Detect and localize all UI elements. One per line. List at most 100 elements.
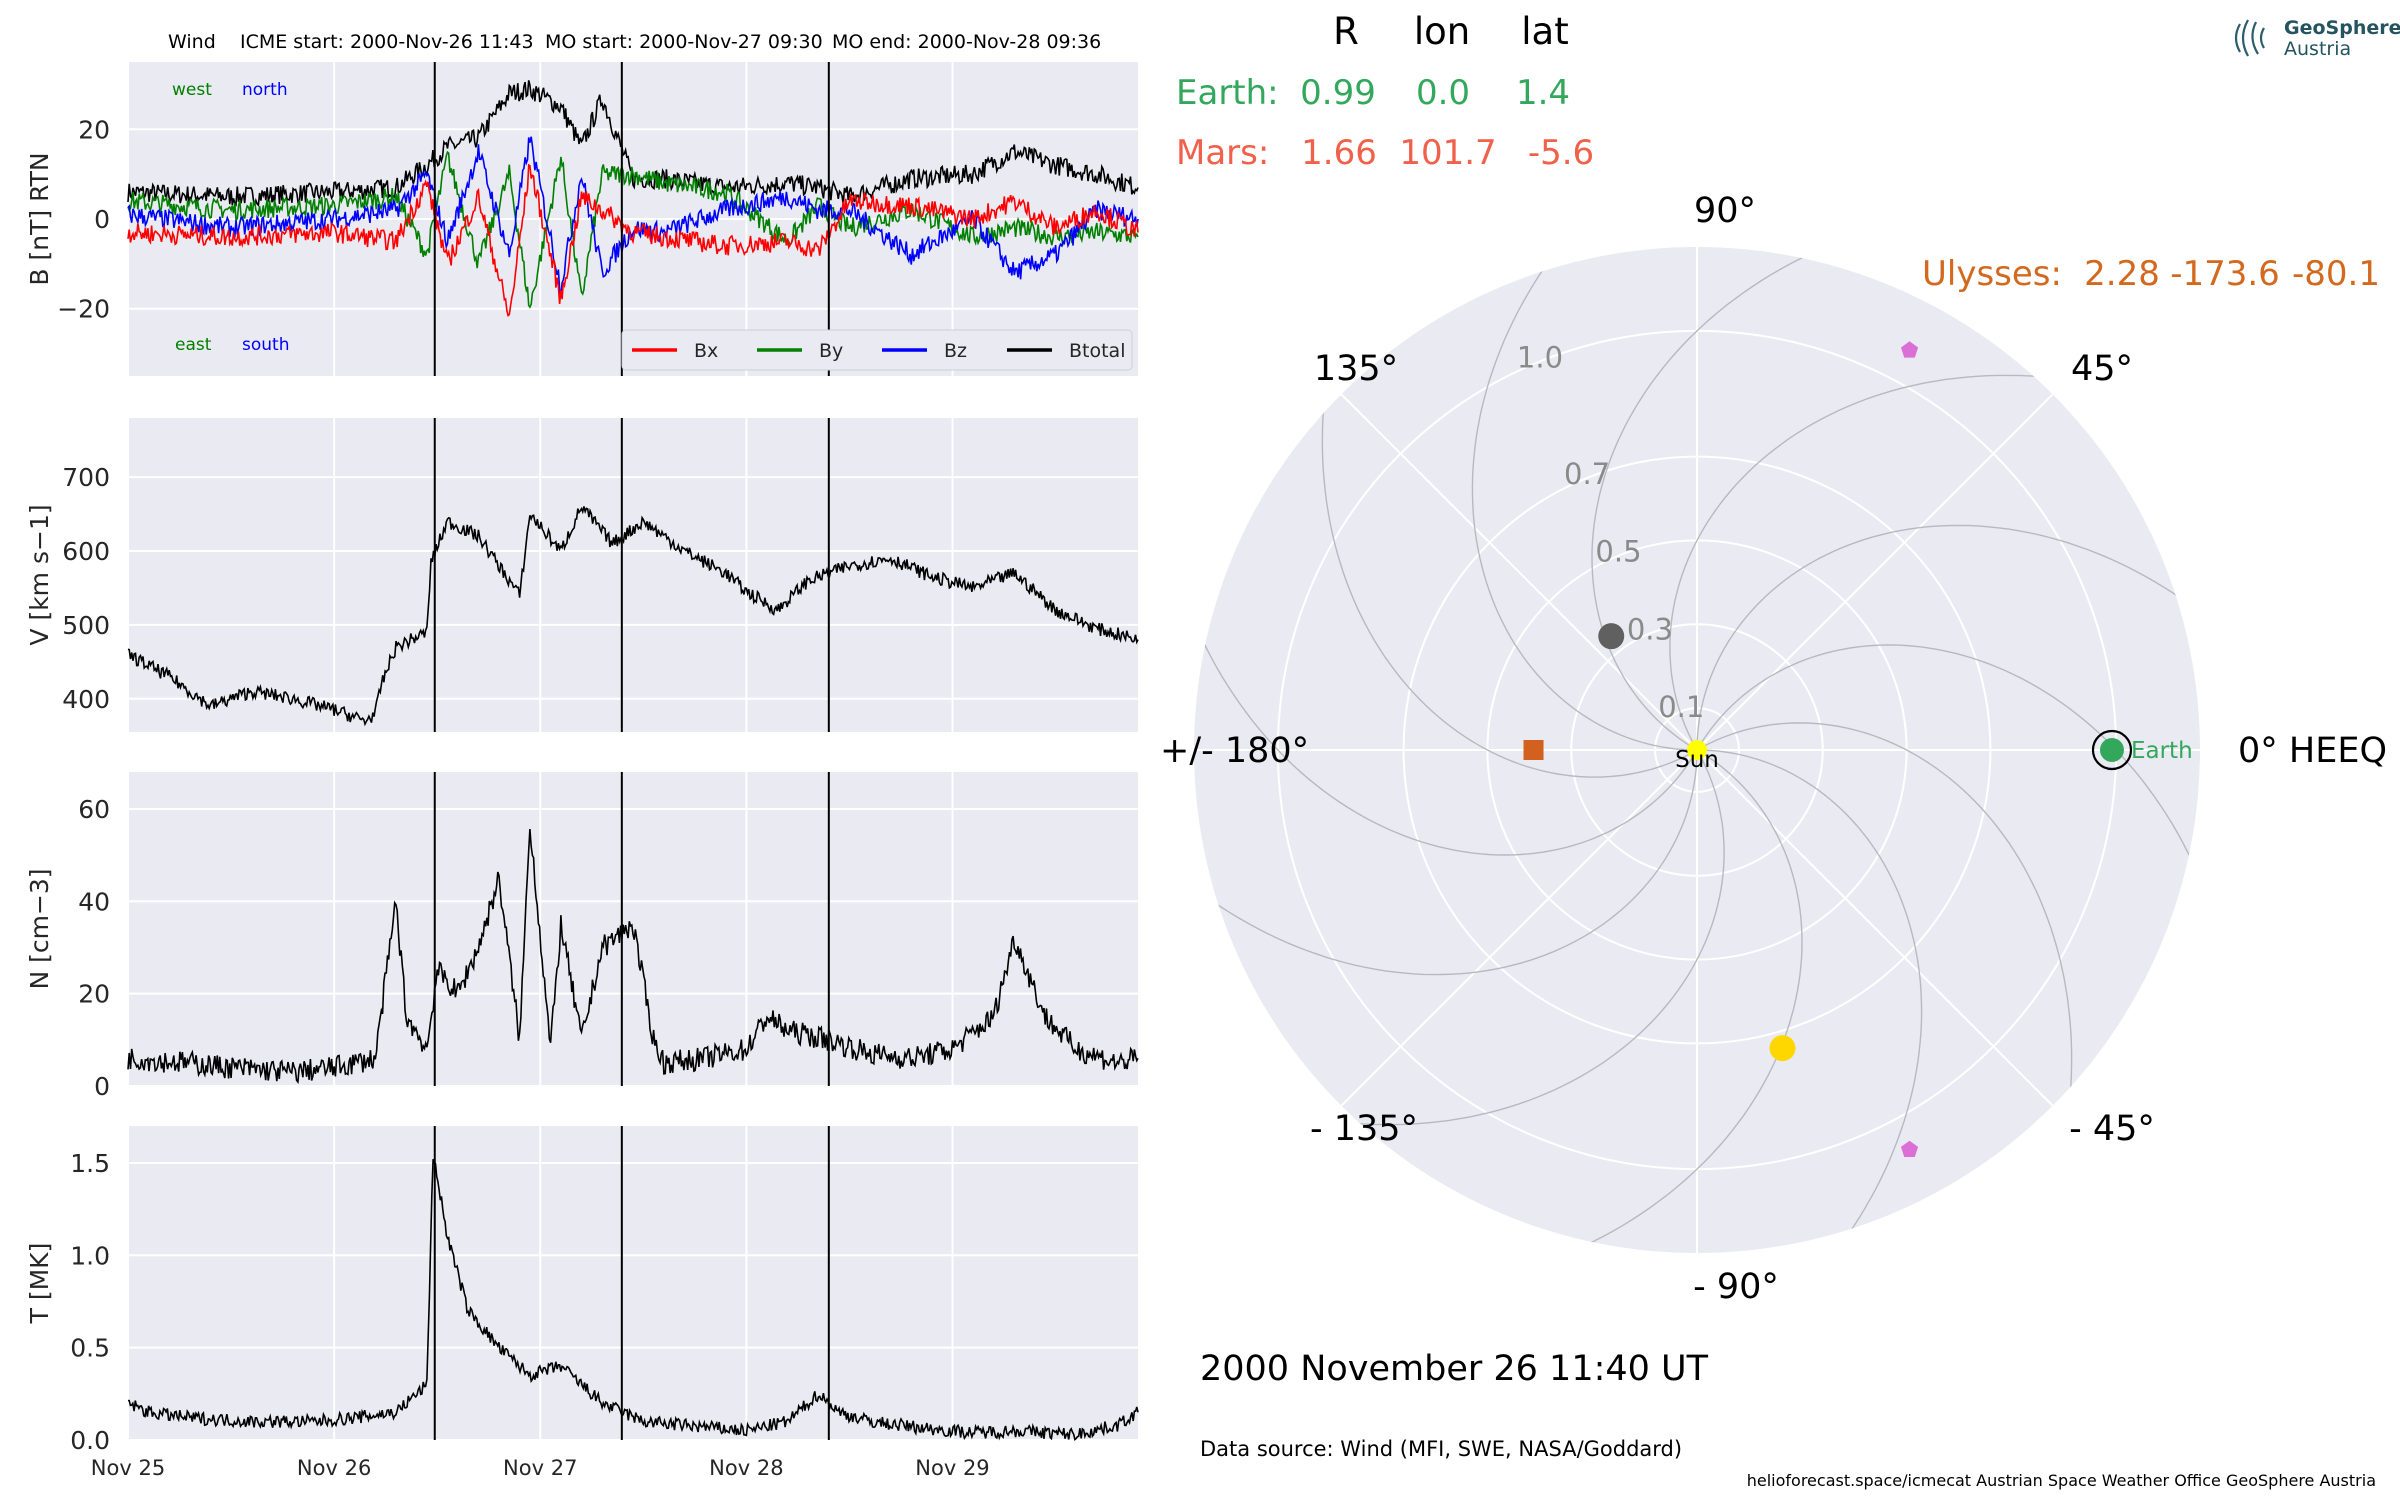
marker-sun xyxy=(1687,740,1707,760)
parker-spiral-line xyxy=(1669,374,2137,751)
y-tick-label: 40 xyxy=(78,887,110,916)
angular-gridline xyxy=(1340,749,1698,1107)
legend-label-by: By xyxy=(819,340,843,362)
y-axis-label: B [nT] RTN xyxy=(25,152,54,285)
parker-spiral-line xyxy=(1471,247,1698,751)
y-axis-label: V [km s−1] xyxy=(25,504,54,645)
ulysses-r: 2.28 xyxy=(2084,254,2160,294)
header-mo-start: MO start: 2000-Nov-27 09:30 xyxy=(545,31,823,53)
data-source-text: Data source: Wind (MFI, SWE, NASA/Goddar… xyxy=(1200,1437,1682,1461)
radial-tick-label: 1.0 xyxy=(1517,340,1563,374)
label-east: east xyxy=(175,335,212,355)
y-tick-label: 1.0 xyxy=(70,1241,110,1270)
logo-line2: Austria xyxy=(2284,38,2351,60)
table-header-lon: lon xyxy=(1414,10,1470,53)
radial-tick-label: 0.3 xyxy=(1627,612,1673,646)
angle-label: - 135° xyxy=(1310,1109,1418,1149)
y-tick-label: 20 xyxy=(78,115,110,144)
angular-gridline xyxy=(1340,393,1698,751)
mars-name: Mars: xyxy=(1176,133,1269,173)
parker-spiral-line xyxy=(1696,749,1923,1253)
radial-tick-label: 0.1 xyxy=(1658,690,1704,724)
angle-label: 45° xyxy=(2071,349,2133,389)
series-line-bx xyxy=(127,163,1139,318)
angle-label: - 45° xyxy=(2069,1109,2155,1149)
angle-label: +/- 180° xyxy=(1160,731,1309,771)
y-tick-label: 500 xyxy=(62,611,110,640)
y-tick-label: 0 xyxy=(94,1072,110,1101)
marker-orange xyxy=(1523,740,1544,760)
angular-gridline xyxy=(1696,749,2054,1107)
marker-earth xyxy=(2099,738,2124,762)
earth-r: 0.99 xyxy=(1300,73,1376,113)
series-line-t xyxy=(127,1158,1139,1441)
angle-label: 0° HEEQ xyxy=(2238,731,2387,771)
marker-yellow xyxy=(1769,1035,1796,1062)
label-sun: Sun xyxy=(1675,747,1719,773)
parker-spiral-line xyxy=(1696,644,2200,953)
ulysses-lon: -173.6 xyxy=(2170,254,2280,294)
earth-lat: 1.4 xyxy=(1516,73,1570,113)
legend-label-bx: Bx xyxy=(694,340,718,362)
series-line-n xyxy=(127,828,1139,1085)
label-north: north xyxy=(242,80,288,100)
series-line-by xyxy=(127,150,1139,309)
panel-background xyxy=(128,1126,1138,1440)
header-icme-start: ICME start: 2000-Nov-26 11:43 xyxy=(240,31,534,53)
ulysses-name: Ulysses: xyxy=(1922,254,2062,294)
x-tick-label: Nov 28 xyxy=(709,1456,783,1480)
parker-spirals xyxy=(1194,247,2200,1253)
parker-spiral-line xyxy=(1194,547,1698,856)
table-header-lat: lat xyxy=(1521,10,1568,53)
ulysses-lat: -80.1 xyxy=(2292,254,2380,294)
legend-label-bz: Bz xyxy=(944,340,967,362)
y-tick-label: 700 xyxy=(62,463,110,492)
panel-background xyxy=(128,418,1138,732)
y-axis-label: T [MK] xyxy=(25,1243,54,1325)
parker-spiral-line xyxy=(1494,749,1803,1253)
y-axis-label: N [cm−3] xyxy=(25,868,54,989)
header-spacecraft: Wind xyxy=(168,31,216,53)
x-tick-label: Nov 25 xyxy=(91,1456,165,1480)
angle-label: 135° xyxy=(1314,349,1398,389)
marker-pink-top xyxy=(1901,341,1919,358)
y-tick-label: 20 xyxy=(78,980,110,1009)
table-header-r: R xyxy=(1333,10,1359,53)
footer-text: helioforecast.space/icmecat Austrian Spa… xyxy=(1747,1471,2376,1490)
legend: Bx By Bz Btotal xyxy=(621,329,1133,371)
y-tick-label: 0 xyxy=(94,205,110,234)
parker-spiral-line xyxy=(1321,310,1698,778)
y-tick-label: 0.0 xyxy=(70,1426,110,1455)
earth-name: Earth: xyxy=(1176,73,1279,113)
parker-spiral-line xyxy=(1696,722,2073,1190)
y-tick-label: −20 xyxy=(57,295,110,324)
legend-box xyxy=(621,329,1133,371)
x-tick-label: Nov 27 xyxy=(503,1456,577,1480)
polar-position-plot: 0.1 0.3 0.5 0.7 1.0 0° HEEQ 45° 90° 135° +/- 180°… xyxy=(1160,191,2387,1307)
series-line-bz xyxy=(127,136,1139,297)
label-earth: Earth xyxy=(2131,738,2193,764)
angular-gridline xyxy=(1696,393,2054,751)
parker-spiral-line xyxy=(1194,749,1698,976)
radial-tick-label: 0.5 xyxy=(1595,535,1641,569)
y-tick-label: 60 xyxy=(78,795,110,824)
header-mo-end: MO end: 2000-Nov-28 09:36 xyxy=(832,31,1101,53)
mars-lon: 101.7 xyxy=(1399,133,1496,173)
date-text: 2000 November 26 11:40 UT xyxy=(1200,1349,1709,1389)
series-line-v xyxy=(127,506,1139,727)
label-south: south xyxy=(242,335,289,355)
y-tick-label: 600 xyxy=(62,537,110,566)
mars-lat: -5.6 xyxy=(1528,133,1594,173)
time-series-panels: −20 0 20 B [nT] RTN 400 500 600 700 V [km s−1] 0 2… xyxy=(25,62,1139,1480)
x-tick-label: Nov 29 xyxy=(915,1456,989,1480)
parker-spiral-line xyxy=(1257,749,1725,1126)
mars-r: 1.66 xyxy=(1301,133,1377,173)
y-tick-label: 400 xyxy=(62,685,110,714)
radial-tick-label: 0.7 xyxy=(1564,457,1610,491)
planet-table: R lon lat Earth: 0.99 0.0 1.4 Mars: 1.66… xyxy=(1176,10,2380,294)
y-tick-label: 1.5 xyxy=(70,1149,110,1178)
angle-label: - 90° xyxy=(1693,1267,1779,1307)
parker-spiral-line xyxy=(1696,524,2200,751)
parker-spiral-line xyxy=(1591,247,1900,751)
